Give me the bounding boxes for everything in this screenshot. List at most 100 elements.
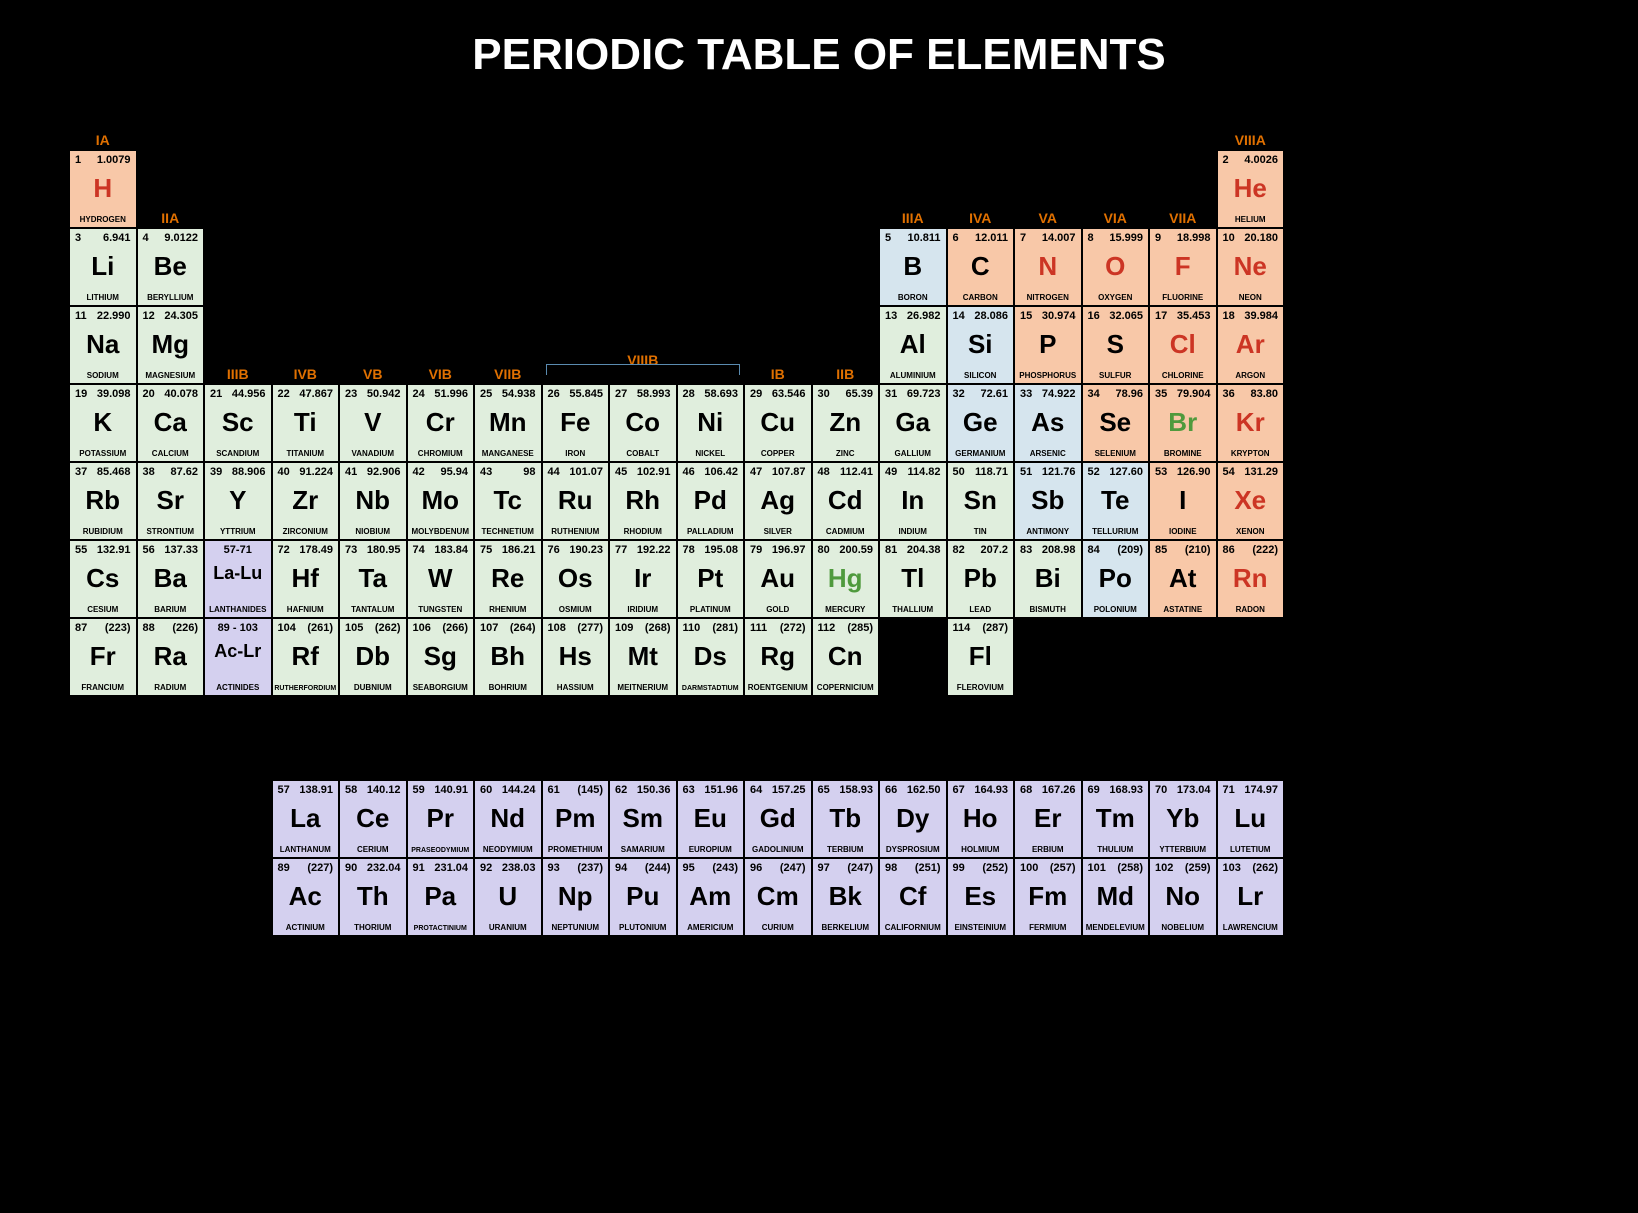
element-Bh: 107(264)BhBOHRIUM — [474, 618, 542, 696]
element-Bi: 83208.98BiBISMUTH — [1014, 540, 1082, 618]
element-Cn: 112(285)CnCOPERNICIUM — [812, 618, 880, 696]
element-Po: 84(209)PoPOLONIUM — [1082, 540, 1150, 618]
element-C: 612.011CCARBON — [947, 228, 1015, 306]
element-Kr: 3683.80KrKRYPTON — [1217, 384, 1285, 462]
element-F: 918.998FFLUORINE — [1149, 228, 1217, 306]
element-Th: 90232.04ThTHORIUM — [339, 858, 407, 936]
element-Np: 93(237)NpNEPTUNIUM — [542, 858, 610, 936]
element-Pu: 94(244)PuPLUTONIUM — [609, 858, 677, 936]
element-Mt: 109(268)MtMEITNERIUM — [609, 618, 677, 696]
element-Se: 3478.96SeSELENIUM — [1082, 384, 1150, 462]
element-Ne: 1020.180NeNEON — [1217, 228, 1285, 306]
element-Cr: 2451.996CrCHROMIUM — [407, 384, 475, 462]
element-O: 815.999OOXYGEN — [1082, 228, 1150, 306]
group-label-IIIB: IIIB — [204, 366, 272, 382]
element-Er: 68167.26ErERBIUM — [1014, 780, 1082, 858]
element-B: 510.811BBORON — [879, 228, 947, 306]
element-Rh: 45102.91RhRHODIUM — [609, 462, 677, 540]
element-N: 714.007NNITROGEN — [1014, 228, 1082, 306]
element-Ac: 89(227)AcACTINIUM — [272, 858, 340, 936]
element-No: 102(259)NoNOBELIUM — [1149, 858, 1217, 936]
element-Ta: 73180.95TaTANTALUM — [339, 540, 407, 618]
element-Mn: 2554.938MnMANGANESE — [474, 384, 542, 462]
element-Bk: 97(247)BkBERKELIUM — [812, 858, 880, 936]
element-Ce: 58140.12CeCERIUM — [339, 780, 407, 858]
element-Pa: 91231.04PaPROTACTINIUM — [407, 858, 475, 936]
element-Cl: 1735.453ClCHLORINE — [1149, 306, 1217, 384]
group-label-IVB: IVB — [272, 366, 340, 382]
element-V: 2350.942VVANADIUM — [339, 384, 407, 462]
group-label-IIA: IIA — [137, 210, 205, 226]
element-Cu: 2963.546CuCOPPER — [744, 384, 812, 462]
element-Fm: 100(257)FmFERMIUM — [1014, 858, 1082, 936]
element-Al: 1326.982AlALUMINIUM — [879, 306, 947, 384]
element-Cs: 55132.91CsCESIUM — [69, 540, 137, 618]
element-As: 3374.922AsARSENIC — [1014, 384, 1082, 462]
element-Sb: 51121.76SbANTIMONY — [1014, 462, 1082, 540]
element-Ga: 3169.723GaGALLIUM — [879, 384, 947, 462]
element-Yb: 70173.04YbYTTERBIUM — [1149, 780, 1217, 858]
element-Nb: 4192.906NbNIOBIUM — [339, 462, 407, 540]
element-Ds: 110(281)DsDARMSTADTIUM — [677, 618, 745, 696]
element-Mg: 1224.305MgMAGNESIUM — [137, 306, 205, 384]
element-H: 11.0079HHYDROGEN — [69, 150, 137, 228]
element-Ca: 2040.078CaCALCIUM — [137, 384, 205, 462]
element-Os: 76190.23OsOSMIUM — [542, 540, 610, 618]
element-Lr: 103(262)LrLAWRENCIUM — [1217, 858, 1285, 936]
group-bracket-viiib — [546, 364, 741, 375]
element-Db: 105(262)DbDUBNIUM — [339, 618, 407, 696]
element-Pr: 59140.91PrPRASEODYMIUM — [407, 780, 475, 858]
element-Hg: 80200.59HgMERCURY — [812, 540, 880, 618]
element-La-Lu: 57-71La-LuLANTHANIDES — [204, 540, 272, 618]
group-label-VIIIA: VIIIA — [1217, 132, 1285, 148]
group-label-VIIB: VIIB — [474, 366, 542, 382]
page-title: PERIODIC TABLE OF ELEMENTS — [0, 30, 1638, 80]
group-label-IIIA: IIIA — [879, 210, 947, 226]
element-S: 1632.065SSULFUR — [1082, 306, 1150, 384]
element-Te: 52127.60TeTELLURIUM — [1082, 462, 1150, 540]
element-Ni: 2858.693NiNICKEL — [677, 384, 745, 462]
element-Sg: 106(266)SgSEABORGIUM — [407, 618, 475, 696]
element-Fe: 2655.845FeIRON — [542, 384, 610, 462]
element-Hs: 108(277)HsHASSIUM — [542, 618, 610, 696]
element-Cd: 48112.41CdCADMIUM — [812, 462, 880, 540]
element-Cf: 98(251)CfCALIFORNIUM — [879, 858, 947, 936]
element-Mo: 4295.94MoMOLYBDENUM — [407, 462, 475, 540]
element-Co: 2758.993CoCOBALT — [609, 384, 677, 462]
element-W: 74183.84WTUNGSTEN — [407, 540, 475, 618]
element-Md: 101(258)MdMENDELEVIUM — [1082, 858, 1150, 936]
periodic-table: PERIODIC TABLE OF ELEMENTS 11.0079HHYDRO… — [0, 0, 1638, 1213]
element-Cm: 96(247)CmCURIUM — [744, 858, 812, 936]
element-Pt: 78195.08PtPLATINUM — [677, 540, 745, 618]
element-Pb: 82207.2PbLEAD — [947, 540, 1015, 618]
group-label-IVA: IVA — [947, 210, 1015, 226]
group-label-IIB: IIB — [812, 366, 880, 382]
element-Am: 95(243)AmAMERICIUM — [677, 858, 745, 936]
element-La: 57138.91LaLANTHANUM — [272, 780, 340, 858]
element-He: 24.0026HeHELIUM — [1217, 150, 1285, 228]
element-Na: 1122.990NaSODIUM — [69, 306, 137, 384]
element-Ac-Lr: 89 - 103Ac-LrACTINIDES — [204, 618, 272, 696]
element-Ir: 77192.22IrIRIDIUM — [609, 540, 677, 618]
element-Re: 75186.21ReRHENIUM — [474, 540, 542, 618]
element-Rn: 86(222)RnRADON — [1217, 540, 1285, 618]
element-Tc: 4398TcTECHNETIUM — [474, 462, 542, 540]
element-Si: 1428.086SiSILICON — [947, 306, 1015, 384]
element-Rg: 111(272)RgROENTGENIUM — [744, 618, 812, 696]
element-Br: 3579.904BrBROMINE — [1149, 384, 1217, 462]
element-P: 1530.974PPHOSPHORUS — [1014, 306, 1082, 384]
element-Xe: 54131.29XeXENON — [1217, 462, 1285, 540]
element-Ra: 88(226)RaRADIUM — [137, 618, 205, 696]
group-label-VIIA: VIIA — [1149, 210, 1217, 226]
element-Ru: 44101.07RuRUTHENIUM — [542, 462, 610, 540]
element-Sc: 2144.956ScSCANDIUM — [204, 384, 272, 462]
group-label-VA: VA — [1014, 210, 1082, 226]
element-Sn: 50118.71SnTIN — [947, 462, 1015, 540]
element-At: 85(210)AtASTATINE — [1149, 540, 1217, 618]
group-label-IB: IB — [744, 366, 812, 382]
element-Pd: 46106.42PdPALLADIUM — [677, 462, 745, 540]
element-Es: 99(252)EsEINSTEINIUM — [947, 858, 1015, 936]
element-I: 53126.90IIODINE — [1149, 462, 1217, 540]
group-label-VIA: VIA — [1082, 210, 1150, 226]
element-Y: 3988.906YYTTRIUM — [204, 462, 272, 540]
